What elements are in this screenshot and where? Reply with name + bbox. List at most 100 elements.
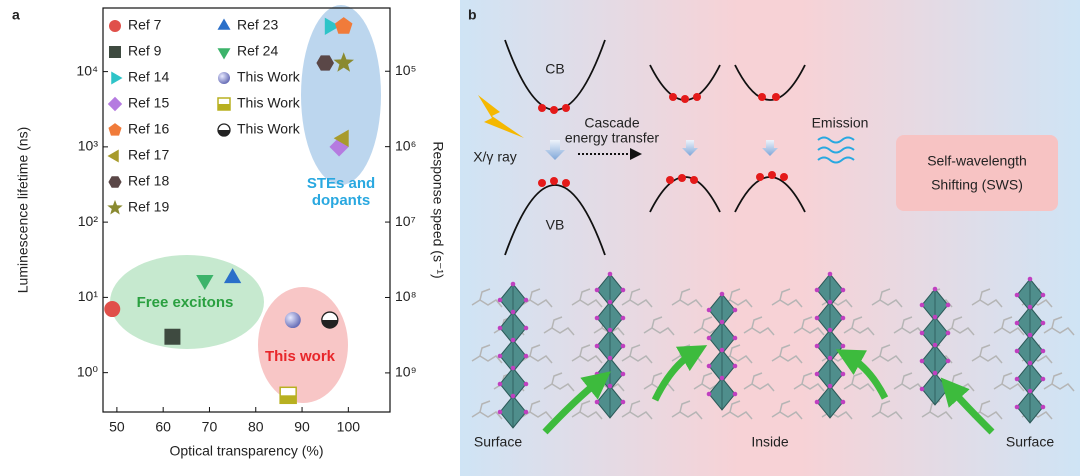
- halide: [932, 314, 938, 320]
- x-tick-label: 50: [109, 419, 125, 435]
- halide: [1014, 292, 1020, 298]
- legend-label: Ref 23: [237, 17, 278, 33]
- halide: [732, 335, 738, 341]
- marker-part: [196, 275, 214, 291]
- legend-label: This Work: [237, 121, 301, 137]
- marker-part: [218, 72, 230, 84]
- halide: [594, 343, 600, 349]
- energy-arrow: [835, 349, 889, 400]
- halide: [732, 307, 738, 313]
- ligand: [979, 288, 991, 301]
- y-tick-label: 10⁰: [77, 363, 99, 379]
- relax-arrow: [762, 140, 778, 156]
- ligand: [751, 372, 763, 385]
- ligand: [479, 288, 491, 301]
- ligand: [1051, 372, 1063, 385]
- legend-marker: [218, 72, 230, 84]
- y2-axis-label: Response speed (s⁻¹): [430, 141, 446, 278]
- position-label: Inside: [751, 434, 789, 450]
- halide: [510, 281, 516, 287]
- halide: [1014, 320, 1020, 326]
- ligand: [579, 344, 591, 357]
- halide: [497, 409, 503, 415]
- y-tick-label: 10²: [78, 213, 99, 229]
- halide: [497, 297, 503, 303]
- ligand: [921, 411, 953, 420]
- ligand: [551, 372, 563, 385]
- legend-marker: [217, 18, 231, 30]
- halide: [510, 309, 516, 315]
- ligand: [721, 411, 753, 420]
- halide: [594, 315, 600, 321]
- ligand: [993, 327, 1025, 336]
- marker-part: [218, 104, 230, 110]
- region: [301, 5, 381, 185]
- relax-arrow: [545, 140, 565, 160]
- crystal: [471, 271, 1075, 435]
- halide: [945, 302, 951, 308]
- ligand: [801, 372, 813, 385]
- halide: [523, 409, 529, 415]
- ligand: [543, 383, 575, 392]
- halide: [620, 371, 626, 377]
- ligand: [529, 400, 541, 413]
- halide: [1014, 376, 1020, 382]
- legend-label: Ref 18: [128, 173, 169, 189]
- legend-marker: [108, 176, 122, 188]
- ligand: [651, 372, 663, 385]
- legend-label: Ref 16: [128, 121, 169, 137]
- halide: [497, 381, 503, 387]
- legend-marker: [107, 199, 123, 215]
- point: [104, 301, 121, 318]
- legend-label: Ref 17: [128, 147, 169, 163]
- transfer-label: energy transfer: [565, 130, 659, 146]
- halide: [945, 358, 951, 364]
- halide: [607, 355, 613, 361]
- halide: [719, 319, 725, 325]
- vb-band: [504, 184, 606, 256]
- legend-label: Ref 7: [128, 17, 162, 33]
- energy-arrow: [651, 345, 708, 402]
- halide: [706, 335, 712, 341]
- electrons: [538, 93, 788, 187]
- halide: [523, 353, 529, 359]
- x-tick-label: 100: [337, 419, 361, 435]
- legend-marker: [109, 46, 121, 58]
- halide: [706, 307, 712, 313]
- ligand: [1051, 316, 1063, 329]
- halide: [840, 371, 846, 377]
- halide: [932, 286, 938, 292]
- ligand: [893, 383, 925, 392]
- point: [223, 268, 242, 284]
- halide: [827, 271, 833, 277]
- ligand: [751, 316, 763, 329]
- point: [284, 312, 301, 329]
- ligand: [651, 316, 663, 329]
- ligand: [771, 299, 803, 308]
- halide: [919, 386, 925, 392]
- annotation: STEs and dopants: [306, 175, 376, 209]
- halide: [1027, 388, 1033, 394]
- halide: [523, 325, 529, 331]
- halide: [814, 343, 820, 349]
- marker-part: [329, 137, 349, 157]
- halide: [827, 355, 833, 361]
- ligand: [529, 288, 541, 301]
- x-tick-label: 90: [294, 419, 310, 435]
- x-axis-label: Optical transparency (%): [169, 443, 323, 459]
- point: [333, 52, 354, 72]
- ligand: [771, 355, 803, 364]
- ligand: [579, 288, 591, 301]
- halide: [827, 383, 833, 389]
- x-ray-bolt: [478, 95, 524, 138]
- ligand: [971, 355, 1003, 364]
- halide: [840, 343, 846, 349]
- halide: [814, 287, 820, 293]
- legend-marker: [107, 149, 119, 163]
- halide: [840, 399, 846, 405]
- ligand: [621, 299, 653, 308]
- x-tick-label: 70: [202, 419, 218, 435]
- marker-part: [284, 312, 301, 329]
- halide: [620, 399, 626, 405]
